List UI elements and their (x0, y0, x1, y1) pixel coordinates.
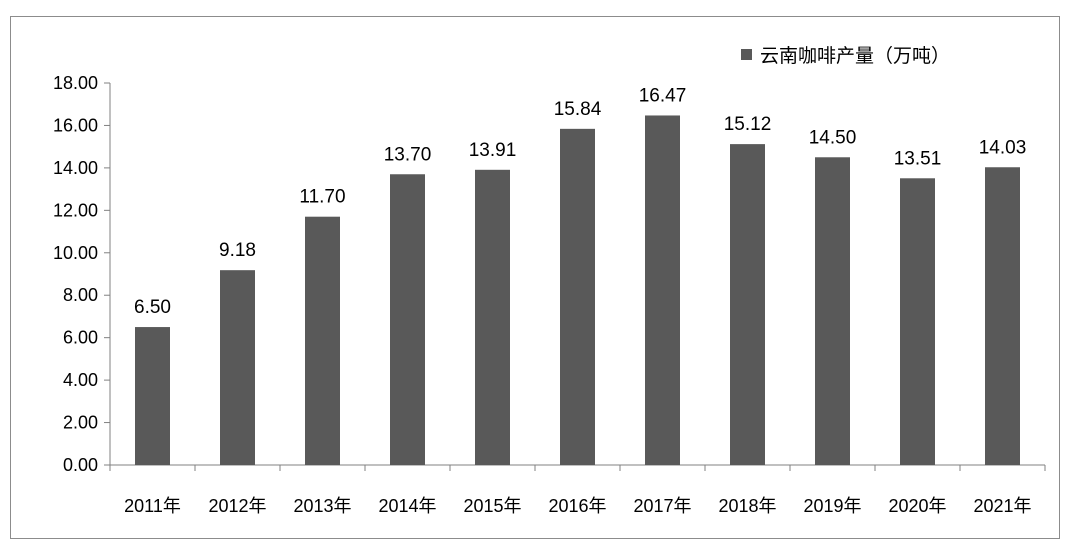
bar (560, 128, 595, 465)
data-label: 15.12 (724, 114, 772, 135)
y-tick-label: 10.00 (53, 243, 98, 263)
data-label: 15.84 (554, 99, 602, 120)
legend-swatch (741, 49, 752, 60)
data-labels: 6.50 9.18 11.70 13.70 13.91 15.84 16.47 15.12 14… (134, 85, 1026, 318)
data-label: 16.47 (639, 85, 687, 106)
bar (135, 327, 170, 465)
data-label: 13.51 (894, 148, 942, 169)
x-tick-label: 2015年 (463, 496, 521, 516)
legend-label: 云南咖啡产量（万吨） (760, 45, 950, 67)
x-tick-label: 2018年 (718, 496, 776, 516)
x-tick-label: 2012年 (208, 496, 266, 516)
y-tick-label: 14.00 (53, 158, 98, 178)
x-tick-label: 2017年 (633, 496, 691, 516)
bar (475, 169, 510, 465)
bar (900, 178, 935, 465)
y-tick-label: 0.00 (63, 455, 98, 475)
x-tick-label: 2011年 (124, 496, 181, 516)
legend: 云南咖啡产量（万吨） (741, 45, 950, 67)
data-label: 9.18 (219, 240, 256, 261)
axes: 0.00 2.00 4.00 6.00 8.00 10.00 12.00 14.00 16.00… (53, 73, 1046, 516)
y-tick-label: 16.00 (53, 115, 98, 135)
y-tick-label: 12.00 (53, 200, 98, 220)
data-label: 6.50 (134, 297, 171, 318)
bars (135, 115, 1020, 465)
bar (645, 115, 680, 465)
chart-frame (10, 16, 1060, 539)
x-tick-label: 2013年 (293, 496, 351, 516)
bar (390, 174, 425, 465)
y-tick-label: 6.00 (63, 328, 98, 348)
bar (730, 144, 765, 465)
bar (985, 167, 1020, 465)
bar (305, 216, 340, 465)
y-tick-label: 18.00 (53, 73, 98, 93)
y-tick-label: 8.00 (63, 285, 98, 305)
x-tick-label: 2014年 (378, 496, 436, 516)
data-label: 14.50 (809, 127, 857, 148)
bar (815, 157, 850, 465)
x-tick-label: 2016年 (548, 496, 606, 516)
x-tick-label: 2020年 (888, 496, 946, 516)
bar (220, 270, 255, 465)
y-tick-label: 4.00 (63, 370, 98, 390)
data-label: 13.70 (384, 144, 432, 165)
x-tick-label: 2021年 (973, 496, 1031, 516)
y-tick-label: 2.00 (63, 413, 98, 433)
x-tick-label: 2019年 (803, 496, 861, 516)
data-label: 14.03 (979, 137, 1027, 158)
data-label: 11.70 (299, 187, 345, 208)
data-label: 13.91 (469, 140, 517, 161)
